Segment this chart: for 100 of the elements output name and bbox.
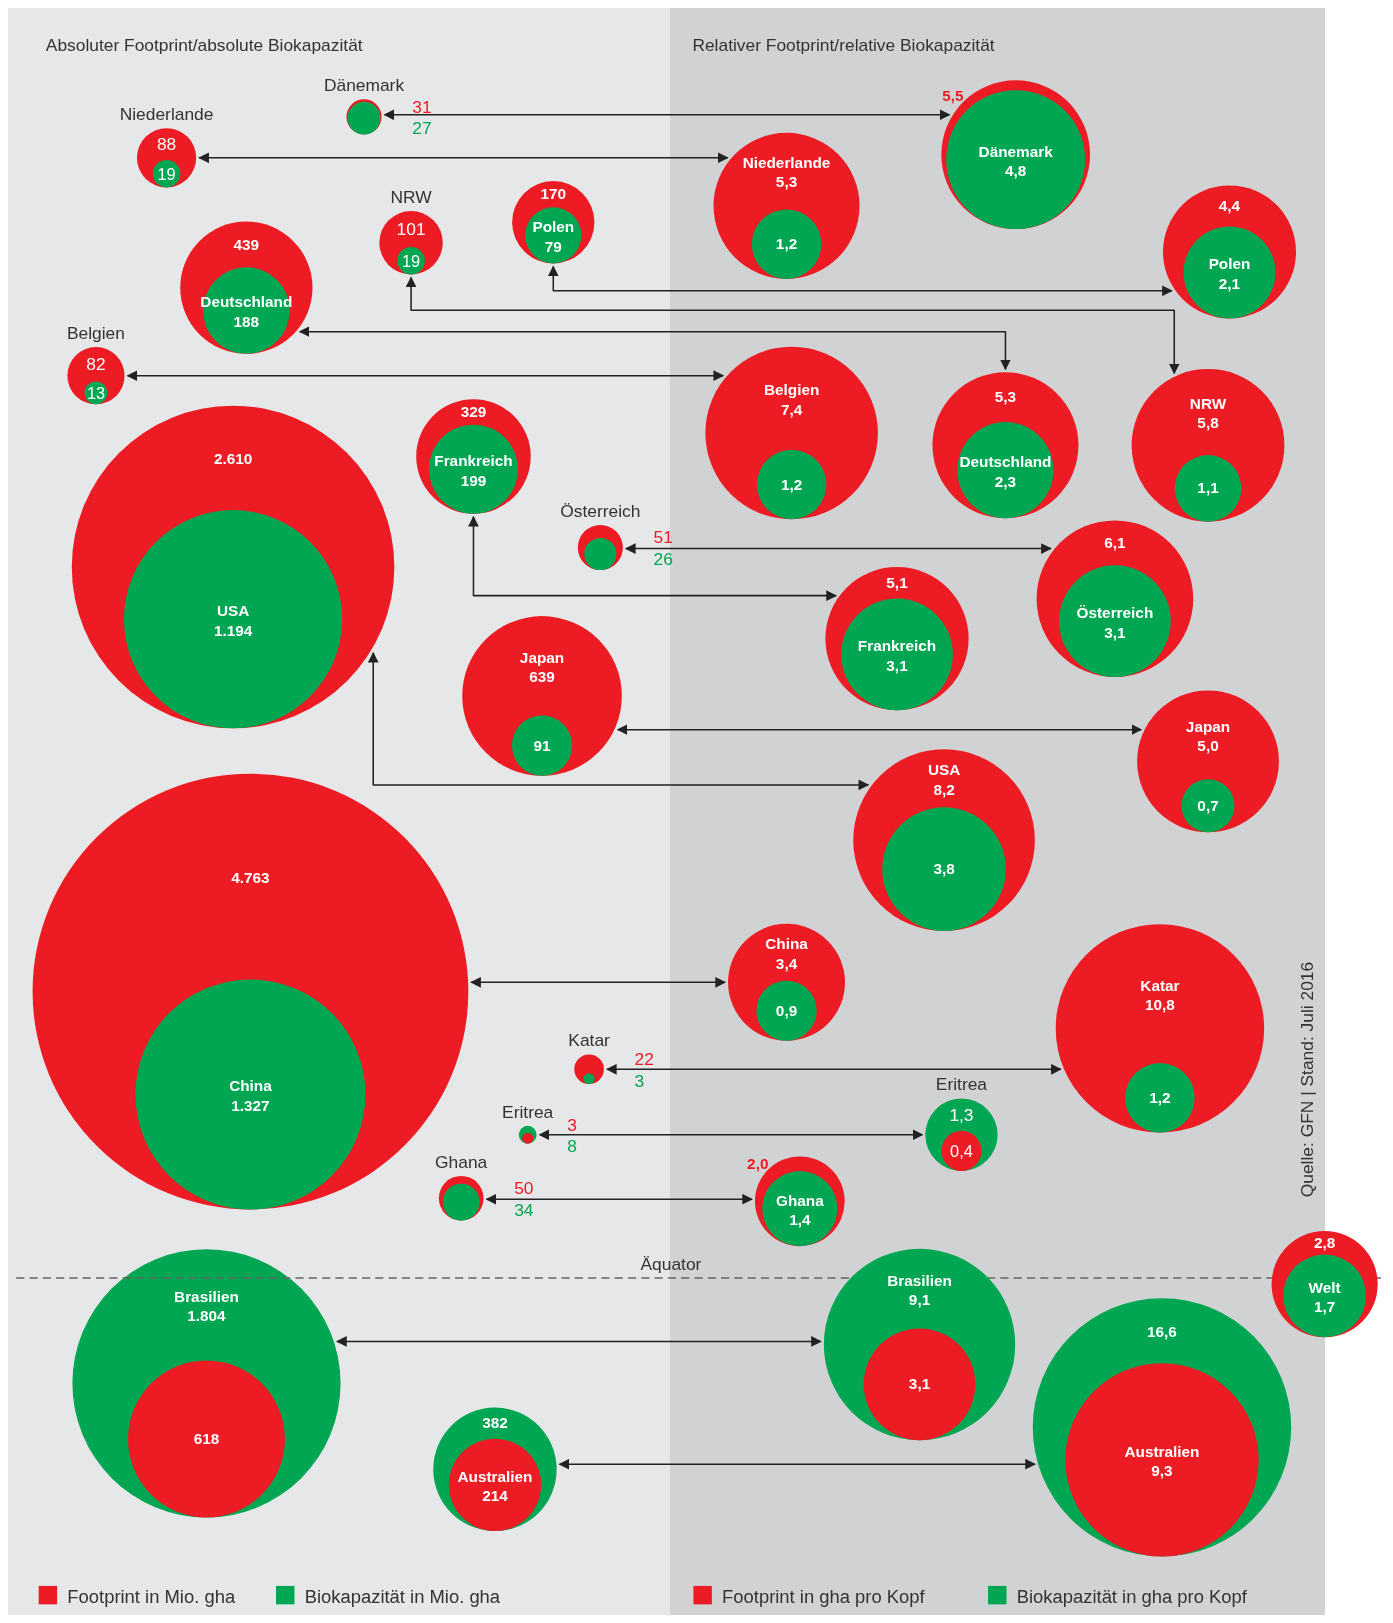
data-label: 19 <box>401 251 421 270</box>
data-label: 188 <box>233 312 260 330</box>
data-label: 1,4 <box>789 1210 811 1228</box>
data-label: 439 <box>233 235 260 253</box>
data-label: 1,3 <box>949 1104 974 1125</box>
category-label: Japan <box>1185 717 1231 735</box>
data-label: 2,8 <box>1313 1233 1336 1251</box>
data-label: 2,0 <box>747 1154 769 1172</box>
data-label: 5,1 <box>886 573 909 591</box>
category-label: Welt <box>1308 1278 1341 1296</box>
data-label: 7,4 <box>780 400 803 418</box>
data-label: 3 <box>634 1070 645 1091</box>
data-label: 5,3 <box>994 388 1017 406</box>
category-label: Eritrea <box>935 1074 988 1095</box>
category-label: Belgien <box>67 322 125 343</box>
legend-label: Biokapazität in gha pro Kopf <box>1016 1586 1248 1608</box>
category-label: Deutschland <box>959 453 1052 471</box>
category-label: Frankreich <box>434 452 513 470</box>
category-label: Dänemark <box>978 142 1054 160</box>
legend-label: Footprint in Mio. gha <box>67 1586 236 1608</box>
data-label: 9,1 <box>908 1291 931 1309</box>
category-label: Österreich <box>560 500 641 521</box>
source-note: Quelle: GFN | Stand: Juli 2016 <box>1297 961 1318 1198</box>
data-label: 382 <box>482 1414 508 1432</box>
data-label: 199 <box>460 471 487 489</box>
category-label: Brasilien <box>887 1271 952 1289</box>
category-label: Belgien <box>763 381 820 399</box>
category-label: Polen <box>1208 255 1251 273</box>
category-label: USA <box>216 602 250 620</box>
category-label: Frankreich <box>857 637 937 655</box>
data-label: 1,2 <box>1149 1088 1171 1106</box>
data-label: 8,2 <box>933 780 955 798</box>
data-label: 3,4 <box>775 954 798 972</box>
data-label: 3,8 <box>933 860 956 878</box>
data-label: 329 <box>460 403 487 421</box>
category-label: Ghana <box>435 1151 488 1172</box>
data-label: 3,1 <box>886 656 909 674</box>
data-label: 4,4 <box>1218 197 1241 215</box>
data-label: 5,5 <box>942 87 965 105</box>
data-label: 9,3 <box>1151 1462 1173 1480</box>
data-label: 50 <box>514 1178 534 1199</box>
data-label: 3,1 <box>908 1375 931 1393</box>
data-label: 27 <box>412 118 432 139</box>
category-label: China <box>765 935 809 953</box>
data-label: 4.763 <box>231 868 270 886</box>
data-label: 6,1 <box>1104 533 1127 551</box>
data-label: 10,8 <box>1145 996 1176 1014</box>
data-label: 618 <box>193 1430 220 1448</box>
data-label: 0,4 <box>950 1142 973 1161</box>
text: Äquator <box>640 1253 702 1274</box>
data-label: 3,1 <box>1104 623 1127 641</box>
data-label: 4,8 <box>1005 161 1027 179</box>
category-label: China <box>229 1077 273 1095</box>
legend-label: Biokapazität in Mio. gha <box>304 1586 501 1608</box>
data-label: 34 <box>514 1199 534 1220</box>
legend-label: Footprint in gha pro Kopf <box>722 1586 926 1608</box>
data-label: 2,3 <box>994 472 1017 490</box>
data-label: 639 <box>529 668 555 686</box>
category-label: Eritrea <box>502 1101 554 1122</box>
data-label: 51 <box>653 527 673 548</box>
data-label: 170 <box>540 185 567 203</box>
data-label: 1,7 <box>1313 1298 1336 1316</box>
data-label: 3 <box>567 1114 577 1135</box>
data-label: 16,6 <box>1147 1322 1177 1340</box>
data-label: 0,9 <box>775 1001 798 1019</box>
category-label: Niederlande <box>742 154 831 172</box>
data-label: 5,0 <box>1197 737 1219 755</box>
text: Absoluter Footprint/absolute Biokapazität <box>45 35 363 56</box>
category-label: Brasilien <box>174 1287 239 1305</box>
category-label: Polen <box>532 218 575 236</box>
data-label: 2.610 <box>213 450 253 468</box>
data-label: 214 <box>482 1487 509 1505</box>
data-label: 1.804 <box>187 1307 227 1325</box>
data-label: 13 <box>86 384 106 403</box>
data-label: 5,8 <box>1197 414 1220 432</box>
data-label: 5,3 <box>775 173 798 191</box>
data-label: 26 <box>653 548 673 569</box>
data-label: 2,1 <box>1218 274 1241 292</box>
category-label: Dänemark <box>323 75 405 96</box>
data-label: 22 <box>634 1049 654 1070</box>
category-label: NRW <box>1189 394 1227 412</box>
data-label: 91 <box>533 736 552 754</box>
text: Relativer Footprint/relative Biokapazität <box>692 35 995 56</box>
data-label: 1.327 <box>231 1096 270 1114</box>
data-label: 1,1 <box>1197 479 1220 497</box>
data-label: 0,7 <box>1197 796 1219 814</box>
category-label: Österreich <box>1076 604 1154 622</box>
data-label: 79 <box>544 237 562 255</box>
data-label: 88 <box>156 134 177 155</box>
data-label: 82 <box>86 354 106 375</box>
category-label: USA <box>927 761 961 779</box>
category-label: Katar <box>568 1030 611 1051</box>
category-label: NRW <box>390 186 433 207</box>
data-label: 8 <box>567 1136 577 1157</box>
data-label: 101 <box>396 219 426 240</box>
category-label: Katar <box>1140 976 1180 994</box>
data-label: 19 <box>157 164 176 183</box>
data-label: 1,2 <box>775 235 798 253</box>
data-label: 1,2 <box>780 475 803 493</box>
category-label: Niederlande <box>119 103 214 124</box>
